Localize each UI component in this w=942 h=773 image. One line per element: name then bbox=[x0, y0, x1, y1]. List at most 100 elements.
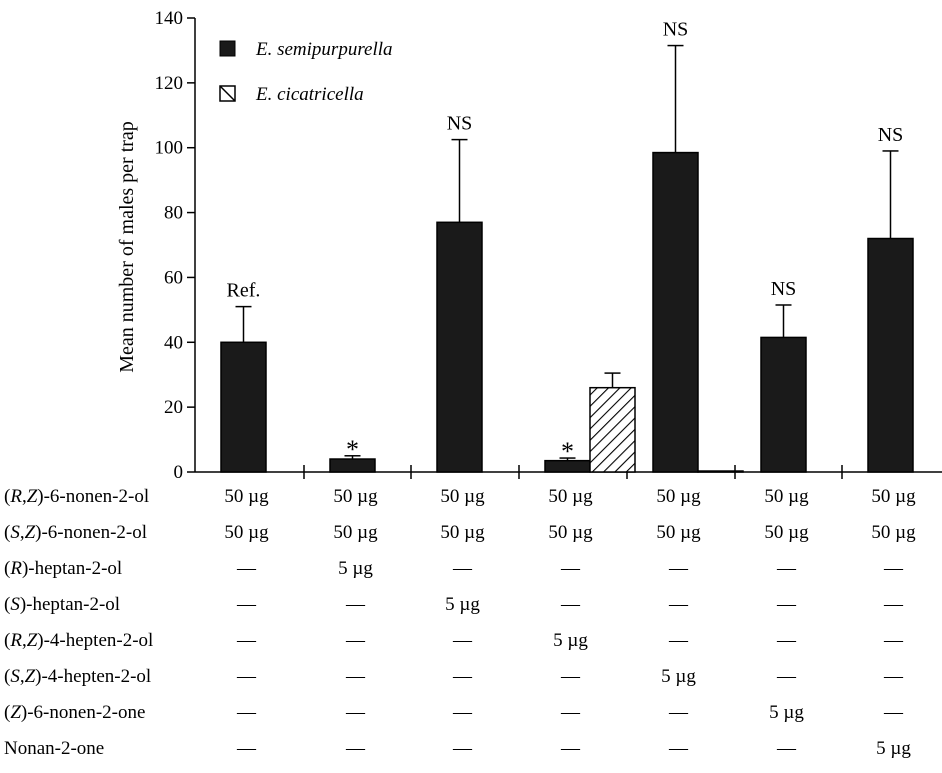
treatment-row-label-5-part-0: ( bbox=[4, 666, 10, 687]
y-tick-label-6: 120 bbox=[155, 73, 184, 94]
bar-s0-g1 bbox=[329, 458, 376, 473]
bar-s0-g0 bbox=[220, 341, 267, 473]
treatment-cell-r7-c6: 5 µg bbox=[876, 738, 911, 759]
treatment-cell-r3-c3: — bbox=[560, 594, 581, 615]
treatment-cell-r2-c6: — bbox=[883, 558, 904, 579]
treatment-row-label-2-part-2: )-heptan-2-ol bbox=[22, 558, 122, 579]
treatment-row-label-4-part-1: R bbox=[9, 630, 22, 651]
treatment-cell-r3-c1: — bbox=[345, 594, 366, 615]
treatment-cell-r6-c2: — bbox=[452, 702, 473, 723]
treatment-cell-r3-c2: 5 µg bbox=[445, 594, 480, 615]
treatment-cell-r0-c3: 50 µg bbox=[548, 486, 593, 507]
treatment-row-label-2-part-1: R bbox=[9, 558, 22, 579]
y-tick-label-3: 60 bbox=[164, 267, 183, 288]
y-ticks: 0 20 40 60 80 100 120 140 bbox=[155, 8, 195, 483]
bar-annotation-s0-g0: Ref. bbox=[227, 280, 261, 302]
treatment-cell-r0-c4: 50 µg bbox=[656, 486, 701, 507]
treatment-row-label-1-part-3: Z bbox=[25, 522, 36, 543]
bars: Ref. * NS * NS NS NS bbox=[220, 19, 914, 473]
legend-label-cicatricella: E. cicatricella bbox=[255, 84, 364, 105]
treatment-cell-r7-c1: — bbox=[345, 738, 366, 759]
treatment-cell-r1-c1: 50 µg bbox=[333, 522, 378, 543]
treatment-row-label-1-part-0: ( bbox=[4, 522, 10, 543]
treatment-cell-r1-c3: 50 µg bbox=[548, 522, 593, 543]
treatment-cell-r7-c4: — bbox=[668, 738, 689, 759]
treatment-row-label-3-part-0: ( bbox=[4, 594, 10, 615]
treatment-row-label-1-part-2: , bbox=[20, 522, 25, 543]
treatment-cell-r4-c0: — bbox=[236, 630, 257, 651]
treatment-row-label-3: (S)-heptan-2-ol bbox=[4, 594, 120, 615]
treatment-row-label-1-part-1: S bbox=[10, 522, 20, 543]
treatment-cell-r2-c5: — bbox=[776, 558, 797, 579]
y-tick-label-0: 0 bbox=[174, 462, 184, 483]
treatment-cell-r5-c6: — bbox=[883, 666, 904, 687]
treatment-table: (R,Z)-6-nonen-2-ol 50 µg 50 µg 50 µg 50 µg 50… bbox=[4, 486, 916, 759]
bar-s0-g5 bbox=[760, 336, 807, 473]
treatment-cell-r1-c5: 50 µg bbox=[764, 522, 809, 543]
treatment-row-label-1-part-4: )-6-nonen-2-ol bbox=[35, 522, 147, 543]
treatment-cell-r0-c6: 50 µg bbox=[871, 486, 916, 507]
y-tick-label-1: 20 bbox=[164, 397, 183, 418]
treatment-cell-r2-c2: — bbox=[452, 558, 473, 579]
legend-item-semipurpurella: E. semipurpurella bbox=[219, 39, 393, 60]
bar-s1-g4 bbox=[697, 470, 744, 473]
y-axis-label: Mean number of males per trap bbox=[116, 121, 138, 373]
treatment-row-label-7-part-0: Nonan-2-one bbox=[4, 738, 104, 759]
bar-s0-g2 bbox=[436, 221, 483, 473]
y-tick-label-2: 40 bbox=[164, 332, 183, 353]
treatment-cell-r7-c0: — bbox=[236, 738, 257, 759]
treatment-row-label-6-part-2: )-6-nonen-2-one bbox=[21, 702, 146, 723]
treatment-row-label-2: (R)-heptan-2-ol bbox=[4, 558, 122, 579]
treatment-cell-r1-c6: 50 µg bbox=[871, 522, 916, 543]
treatment-cell-r0-c0: 50 µg bbox=[224, 486, 269, 507]
y-tick-label-5: 100 bbox=[155, 138, 184, 159]
treatment-cell-r0-c5: 50 µg bbox=[764, 486, 809, 507]
treatment-cell-r3-c6: — bbox=[883, 594, 904, 615]
treatment-row-label-3-part-2: )-heptan-2-ol bbox=[20, 594, 120, 615]
treatment-row-label-4-part-3: Z bbox=[27, 630, 38, 651]
bar-annotation-s0-g2: NS bbox=[447, 113, 473, 135]
treatment-cell-r6-c3: — bbox=[560, 702, 581, 723]
treatment-row-label-0: (R,Z)-6-nonen-2-ol bbox=[4, 486, 149, 507]
treatment-cell-r7-c3: — bbox=[560, 738, 581, 759]
treatment-row-label-0-part-3: Z bbox=[27, 486, 38, 507]
treatment-cell-r5-c4: 5 µg bbox=[661, 666, 696, 687]
treatment-cell-r7-c5: — bbox=[776, 738, 797, 759]
legend-swatch-solid bbox=[219, 40, 236, 57]
treatment-row-label-0-part-1: R bbox=[9, 486, 22, 507]
treatment-row-label-0-part-0: ( bbox=[4, 486, 10, 507]
treatment-cell-r2-c3: — bbox=[560, 558, 581, 579]
treatment-cell-r5-c2: — bbox=[452, 666, 473, 687]
treatment-row-label-4-part-2: , bbox=[22, 630, 27, 651]
bar-annotation-s0-g3: * bbox=[561, 437, 574, 466]
treatment-cell-r0-c1: 50 µg bbox=[333, 486, 378, 507]
treatment-row-label-4-part-4: )-4-hepten-2-ol bbox=[37, 630, 153, 651]
treatment-cell-r6-c4: — bbox=[668, 702, 689, 723]
treatment-cell-r5-c5: — bbox=[776, 666, 797, 687]
treatment-row-label-6-part-0: ( bbox=[4, 702, 10, 723]
treatment-cell-r6-c6: — bbox=[883, 702, 904, 723]
treatment-cell-r4-c3: 5 µg bbox=[553, 630, 588, 651]
treatment-cell-r6-c5: 5 µg bbox=[769, 702, 804, 723]
treatment-row-label-6: (Z)-6-nonen-2-one bbox=[4, 702, 145, 723]
legend: E. semipurpurella E. cicatricella bbox=[219, 39, 393, 105]
treatment-cell-r6-c0: — bbox=[236, 702, 257, 723]
treatment-cell-r5-c1: — bbox=[345, 666, 366, 687]
treatment-cell-r4-c4: — bbox=[668, 630, 689, 651]
treatment-cell-r2-c4: — bbox=[668, 558, 689, 579]
treatment-row-label-2-part-0: ( bbox=[4, 558, 10, 579]
legend-swatch-hatch-line bbox=[219, 85, 236, 102]
treatment-row-label-4: (R,Z)-4-hepten-2-ol bbox=[4, 630, 153, 651]
treatment-row-label-5: (S,Z)-4-hepten-2-ol bbox=[4, 666, 151, 687]
treatment-cell-r6-c1: — bbox=[345, 702, 366, 723]
bar-annotation-s0-g1: * bbox=[346, 435, 359, 464]
y-tick-label-7: 140 bbox=[155, 8, 184, 29]
treatment-row-label-5-part-2: , bbox=[20, 666, 25, 687]
treatment-row-label-5-part-1: S bbox=[10, 666, 20, 687]
bar-annotation-s0-g4: NS bbox=[663, 19, 689, 41]
treatment-cell-r0-c2: 50 µg bbox=[440, 486, 485, 507]
treatment-cell-r5-c3: — bbox=[560, 666, 581, 687]
bar-s0-g6 bbox=[867, 237, 914, 473]
treatment-row-label-0-part-4: )-6-nonen-2-ol bbox=[37, 486, 149, 507]
